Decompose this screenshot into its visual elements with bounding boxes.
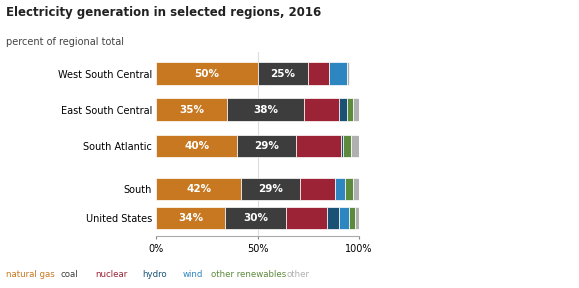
Bar [349, 207, 355, 229]
Text: 42%: 42% [186, 184, 211, 194]
Bar [296, 134, 340, 157]
Bar [156, 62, 258, 85]
Text: hydro: hydro [142, 270, 167, 279]
Bar [353, 98, 359, 121]
Text: other renewables: other renewables [211, 270, 287, 279]
Bar [347, 98, 353, 121]
Text: 29%: 29% [258, 184, 283, 194]
Bar [335, 178, 345, 200]
Text: nuclear: nuclear [96, 270, 128, 279]
Text: 34%: 34% [178, 213, 203, 223]
Bar [156, 134, 237, 157]
Text: 25%: 25% [270, 69, 295, 79]
Bar [308, 62, 328, 85]
Bar [340, 134, 343, 157]
Text: other: other [287, 270, 310, 279]
Text: 35%: 35% [179, 105, 204, 115]
Bar [225, 207, 286, 229]
Bar [227, 98, 305, 121]
Bar [351, 134, 359, 157]
Bar [156, 178, 241, 200]
Bar [241, 178, 300, 200]
Bar [339, 207, 349, 229]
Bar [156, 207, 225, 229]
Bar [156, 98, 227, 121]
Text: 30%: 30% [243, 213, 268, 223]
Text: 38%: 38% [253, 105, 278, 115]
Bar [355, 207, 359, 229]
Bar [328, 62, 347, 85]
Text: 29%: 29% [254, 141, 279, 151]
Bar [339, 98, 347, 121]
Bar [343, 134, 351, 157]
Bar [327, 207, 339, 229]
Bar [300, 178, 335, 200]
Text: natural gas: natural gas [6, 270, 54, 279]
Bar [305, 98, 339, 121]
Bar [237, 134, 296, 157]
Text: 40%: 40% [184, 141, 210, 151]
Text: coal: coal [61, 270, 78, 279]
Bar [345, 178, 353, 200]
Text: 50%: 50% [195, 69, 219, 79]
Bar [258, 62, 309, 85]
Bar [353, 178, 359, 200]
Text: Electricity generation in selected regions, 2016: Electricity generation in selected regio… [6, 6, 321, 19]
Bar [347, 62, 349, 85]
Text: wind: wind [182, 270, 203, 279]
Bar [286, 207, 327, 229]
Text: percent of regional total: percent of regional total [6, 37, 124, 48]
